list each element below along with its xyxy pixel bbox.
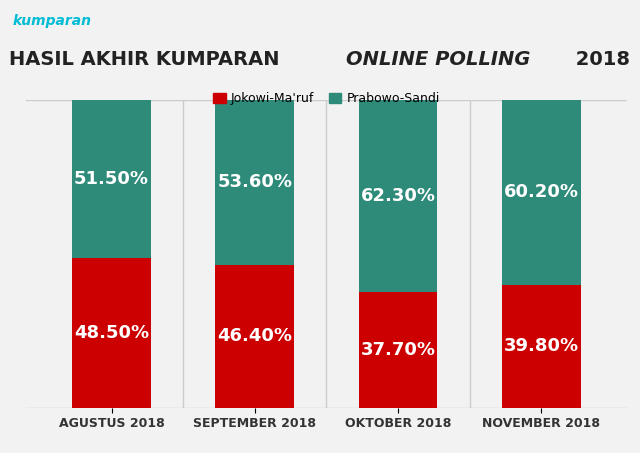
Text: 60.20%: 60.20% bbox=[504, 183, 579, 202]
Text: 53.60%: 53.60% bbox=[218, 173, 292, 191]
Bar bbox=[72, 100, 151, 258]
Legend: Jokowi-Ma'ruf, Prabowo-Sandi: Jokowi-Ma'ruf, Prabowo-Sandi bbox=[208, 87, 445, 111]
Bar bbox=[502, 285, 580, 408]
Bar bbox=[216, 265, 294, 408]
Text: 46.40%: 46.40% bbox=[218, 327, 292, 345]
Text: HASIL AKHIR KUMPARAN: HASIL AKHIR KUMPARAN bbox=[10, 50, 287, 69]
Text: 39.80%: 39.80% bbox=[504, 337, 579, 356]
Bar bbox=[358, 100, 437, 292]
Text: ONLINE POLLING: ONLINE POLLING bbox=[346, 50, 530, 69]
Text: 51.50%: 51.50% bbox=[74, 170, 149, 188]
Text: 62.30%: 62.30% bbox=[360, 187, 435, 205]
Bar bbox=[72, 258, 151, 408]
Text: 37.70%: 37.70% bbox=[360, 341, 435, 359]
Bar bbox=[502, 100, 580, 285]
Bar bbox=[358, 292, 437, 408]
Bar bbox=[216, 100, 294, 265]
Text: 2018: 2018 bbox=[570, 50, 630, 69]
Text: 48.50%: 48.50% bbox=[74, 324, 149, 342]
Text: kumparan: kumparan bbox=[13, 14, 92, 28]
